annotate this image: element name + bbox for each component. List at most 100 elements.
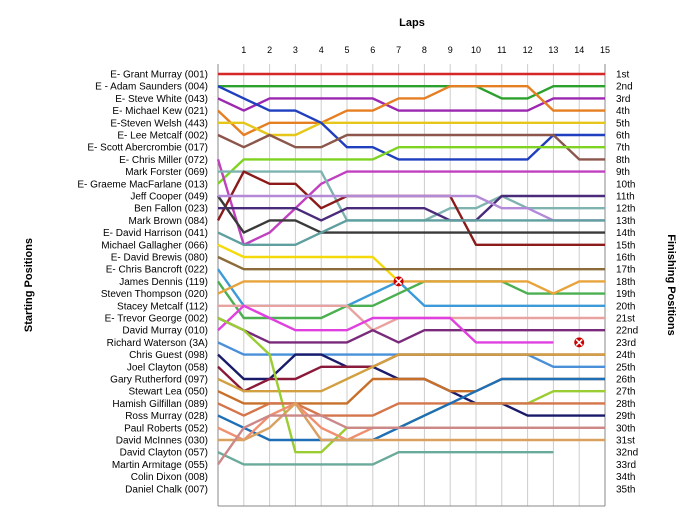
series-line [217,353,605,393]
retirement-marks [393,276,585,348]
starting-position-label: Mark Brown (084) [129,216,208,227]
lap-tick-label: 14 [574,45,584,55]
lap-tick-label: 2 [267,45,272,55]
finishing-position-label: 30th [616,423,635,434]
starting-position-label: E- Michael Kew (021) [112,106,208,117]
finishing-position-label: 26th [616,375,635,386]
y-axis-title-left: Starting Positions [23,238,35,332]
starting-position-label: Daniel Chalk (007) [125,484,208,495]
starting-position-label: E- Scott Abercrombie (017) [87,143,208,154]
lap-tick-label: 12 [523,45,533,55]
retirement-cross [395,277,403,285]
starting-position-label: Ben Fallon (023) [134,204,208,215]
finishing-position-label: 10th [616,179,635,190]
finishing-position-label: 33rd [616,460,636,471]
finishing-position-label: 24th [616,350,635,361]
finishing-position-label: 11th [616,192,635,203]
series-line [217,414,605,466]
finishing-position-label: 31st [616,436,635,447]
series-line [217,316,605,454]
starting-position-label: E- Trevor George (002) [105,314,208,325]
finishing-position-label: 25th [616,362,635,373]
finishing-position-label: 21st [616,314,635,325]
lap-tick-label: 6 [370,45,375,55]
finishing-position-label: 6th [616,131,630,142]
starting-position-label: E- Chris Bancroft (022) [106,265,208,276]
finishing-position-label: 20th [616,301,635,312]
starting-position-label: Michael Gallagher (066) [101,240,208,251]
x-axis-title: Laps [399,17,425,29]
finishing-position-label: 32nd [616,448,638,459]
series-line [217,377,605,442]
starting-position-label: E - Adam Saunders (004) [95,82,208,93]
series-line [218,121,605,137]
finishing-position-label: 23rd [616,338,636,349]
finishing-position-label: 3rd [616,94,630,105]
starting-position-label: Gary Rutherford (097) [110,375,208,386]
starting-position-label: James Dennis (119) [119,277,208,288]
starting-position-label: Colin Dixon (008) [131,472,208,483]
finishing-position-label: 27th [616,387,635,398]
finishing-position-label: 7th [616,143,630,154]
finishing-position-label: 13th [616,216,635,227]
starting-position-label: David Murray (010) [122,326,208,337]
finishing-position-label: 5th [616,118,630,129]
starting-position-label: Richard Waterson (3A) [107,338,208,349]
finishing-position-label: 17th [616,265,635,276]
starting-position-label: E-Steven Welsh (443) [110,118,208,129]
series-line [218,85,605,100]
series-line [217,85,605,137]
series-line [218,194,605,222]
series-line [217,304,554,344]
lap-tick-label: 7 [396,45,401,55]
finishing-labels: 1st2nd3rd4th5th6th7th8th9th10th11th12th1… [616,70,638,496]
finishing-position-label: 12th [616,204,635,215]
finishing-position-label: 19th [616,289,635,300]
finishing-position-label: 15th [616,240,635,251]
starting-position-label: Mark Forster (069) [125,167,208,178]
series-line [217,451,554,466]
finishing-position-label: 14th [616,228,635,239]
lap-tick-label: 8 [422,45,427,55]
finishing-position-label: 9th [616,167,630,178]
series-line [217,219,605,246]
starting-position-label: E- Grant Murray (001) [110,70,208,81]
starting-position-label: David McInnes (030) [116,436,208,447]
series-line [217,280,605,320]
starting-position-label: Jeff Cooper (049) [130,192,208,203]
finishing-position-label: 4th [616,106,630,117]
starting-position-label: Stacey Metcalf (112) [117,301,208,312]
retirement-cross [575,338,583,346]
finishing-position-label: 18th [616,277,635,288]
starting-position-label: E- Graeme MacFarlane (013) [77,179,208,190]
starting-labels: E- Grant Murray (001)E - Adam Saunders (… [77,70,208,496]
starting-position-label: E- Chris Miller (072) [119,155,208,166]
series-line [217,280,605,295]
finishing-position-label: 2nd [616,82,633,93]
starting-position-label: Chris Guest (098) [129,350,208,361]
starting-position-label: Joel Clayton (058) [127,362,208,373]
lap-tick-label: 15 [600,45,610,55]
starting-position-label: Stewart Lea (050) [129,387,209,398]
series-lines [216,72,605,466]
lap-tick-label: 9 [448,45,453,55]
starting-position-label: E- David Brewis (080) [111,253,208,264]
series-line [217,146,605,185]
starting-position-label: E- Steve White (043) [115,94,208,105]
series-line [217,255,605,271]
grid-lines [217,64,606,507]
starting-position-label: E- Lee Metcalf (002) [117,131,208,142]
starting-position-label: David Clayton (057) [120,448,208,459]
starting-position-label: Ross Murray (028) [125,411,208,422]
series-line [217,195,605,234]
starting-position-label: E- David Harrison (041) [103,228,208,239]
starting-position-label: Hamish Gilfillan (089) [112,399,208,410]
finishing-position-label: 1st [616,70,630,81]
lap-tick-label: 3 [293,45,298,55]
lap-tick-label: 10 [471,45,481,55]
lap-tick-label: 5 [344,45,349,55]
lap-tick-label: 13 [548,45,558,55]
finishing-position-label: 22nd [616,326,638,337]
lap-tick-label: 11 [497,45,506,55]
finishing-position-label: 28th [616,399,635,410]
